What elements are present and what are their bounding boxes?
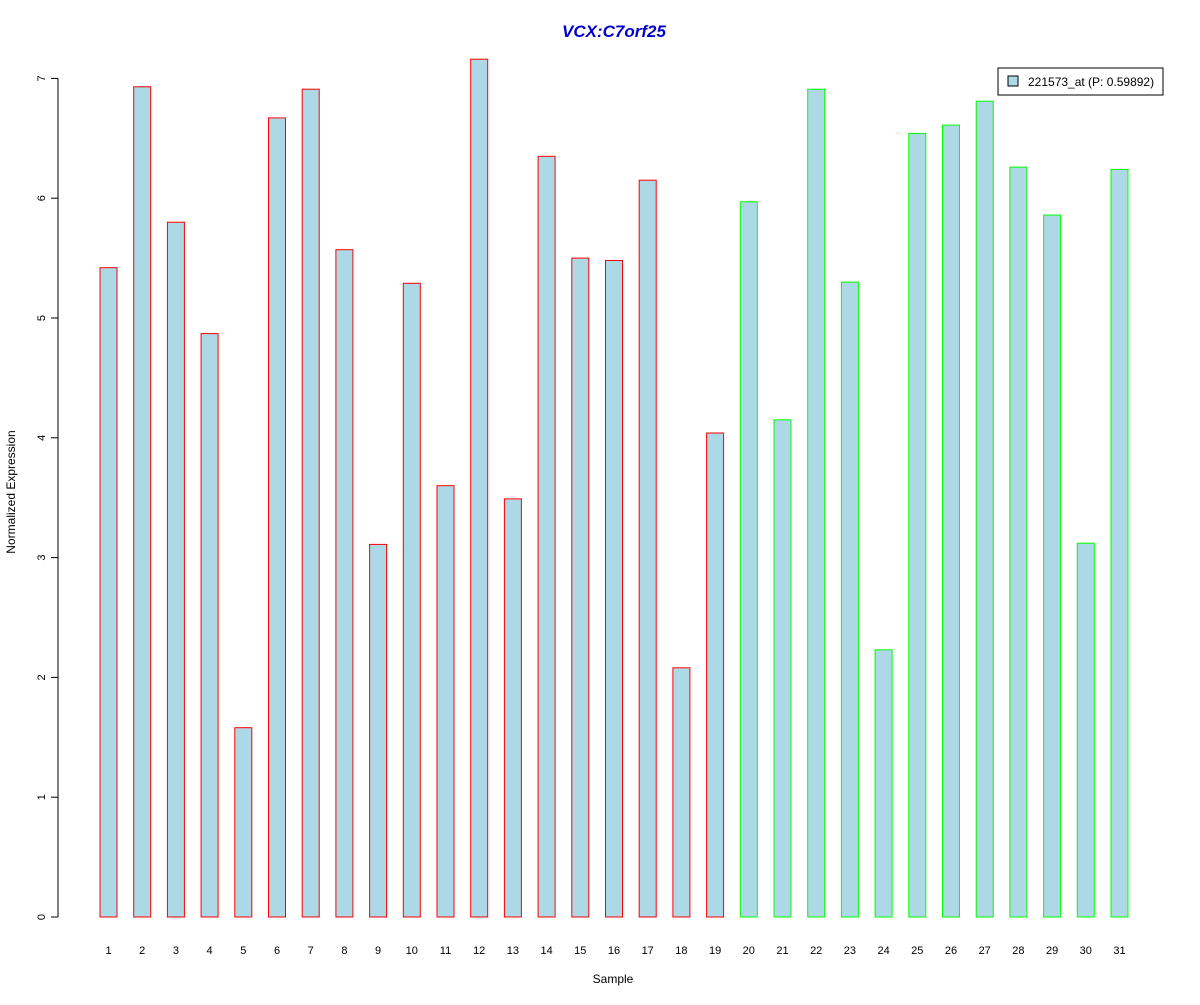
y-tick-label: 0 (36, 914, 48, 920)
y-tick-label: 7 (36, 75, 48, 81)
bar-sample-1 (99, 267, 118, 918)
bar-sample-2 (133, 86, 152, 918)
x-axis: 1 2 3 4 5 6 7 8 9 10 11 12 13 14 15 16 17 18 19 20 21 22 23 24 2… (105, 945, 1125, 957)
legend-label: 221573_at (P: 0.59892) (1028, 75, 1154, 89)
x-tick-label: 11 (440, 945, 451, 957)
x-tick-label: 24 (877, 945, 889, 957)
bar-sample-4 (200, 333, 219, 918)
bar-sample-23 (840, 281, 859, 918)
bars-group (99, 58, 1129, 918)
x-tick-label: 12 (473, 945, 485, 957)
y-tick-label: 6 (36, 195, 48, 201)
bar-sample-5 (234, 727, 253, 918)
bar-sample-17 (638, 179, 657, 918)
y-tick-label: 3 (36, 555, 48, 561)
x-tick-label: 5 (240, 945, 246, 957)
x-tick-label: 26 (945, 945, 957, 957)
x-tick-label: 27 (979, 945, 991, 957)
bar-sample-25 (908, 133, 927, 918)
x-tick-label: 31 (1113, 945, 1125, 957)
bar-sample-27 (975, 100, 994, 918)
bar-sample-24 (874, 649, 893, 918)
x-tick-label: 6 (274, 945, 280, 957)
bar-sample-28 (1009, 166, 1028, 918)
x-tick-label: 28 (1012, 945, 1024, 957)
x-axis-label: Sample (593, 972, 634, 986)
bar-sample-6 (268, 117, 286, 918)
x-tick-label: 13 (507, 945, 519, 957)
y-axis: 0 1 2 3 4 5 6 7 (36, 75, 59, 920)
x-tick-label: 18 (675, 945, 687, 957)
bar-sample-29 (1043, 214, 1062, 918)
y-tick-label: 1 (36, 794, 48, 800)
y-tick-label: 5 (36, 315, 48, 321)
chart-title: VCX:C7orf25 (562, 22, 666, 41)
legend: 221573_at (P: 0.59892) (997, 67, 1164, 96)
y-tick-label: 4 (36, 435, 48, 441)
x-tick-label: 20 (743, 945, 755, 957)
bar-sample-3 (166, 221, 185, 918)
x-tick-label: 29 (1046, 945, 1058, 957)
bar-sample-13 (503, 498, 522, 918)
bar-sample-20 (739, 201, 758, 918)
x-tick-label: 23 (844, 945, 856, 957)
x-tick-label: 3 (173, 945, 179, 957)
bar-sample-12 (470, 58, 489, 918)
bar-sample-7 (301, 88, 320, 918)
bar-sample-8 (335, 249, 354, 918)
bar-sample-21 (773, 419, 792, 918)
bar-sample-9 (369, 543, 388, 918)
x-tick-label: 22 (810, 945, 822, 957)
x-tick-label: 7 (308, 945, 314, 957)
bar-sample-16 (605, 260, 623, 918)
bar-sample-22 (807, 88, 826, 918)
bar-sample-10 (402, 282, 421, 918)
bar-sample-18 (672, 667, 691, 918)
x-tick-label: 10 (406, 945, 418, 957)
bar-sample-11 (436, 485, 455, 918)
x-tick-label: 1 (105, 945, 111, 957)
bar-sample-15 (571, 257, 590, 918)
x-tick-label: 2 (139, 945, 145, 957)
x-tick-label: 21 (776, 945, 788, 957)
x-tick-label: 15 (574, 945, 586, 957)
x-tick-label: 17 (642, 945, 654, 957)
x-tick-label: 14 (540, 945, 552, 957)
bar-sample-31 (1110, 168, 1129, 918)
x-tick-label: 19 (709, 945, 721, 957)
x-tick-label: 9 (375, 945, 381, 957)
x-tick-label: 4 (207, 945, 213, 957)
x-tick-label: 16 (608, 945, 620, 957)
legend-swatch (1007, 75, 1019, 87)
bar-sample-26 (942, 124, 960, 918)
bar-sample-19 (706, 432, 725, 918)
x-tick-label: 30 (1080, 945, 1092, 957)
legend-box (997, 67, 1164, 96)
x-tick-label: 25 (911, 945, 923, 957)
y-axis-label: Normalized Expression (4, 430, 18, 553)
y-tick-label: 2 (36, 674, 48, 680)
bar-sample-30 (1076, 542, 1095, 918)
x-tick-label: 8 (341, 945, 347, 957)
bar-sample-14 (537, 155, 556, 918)
